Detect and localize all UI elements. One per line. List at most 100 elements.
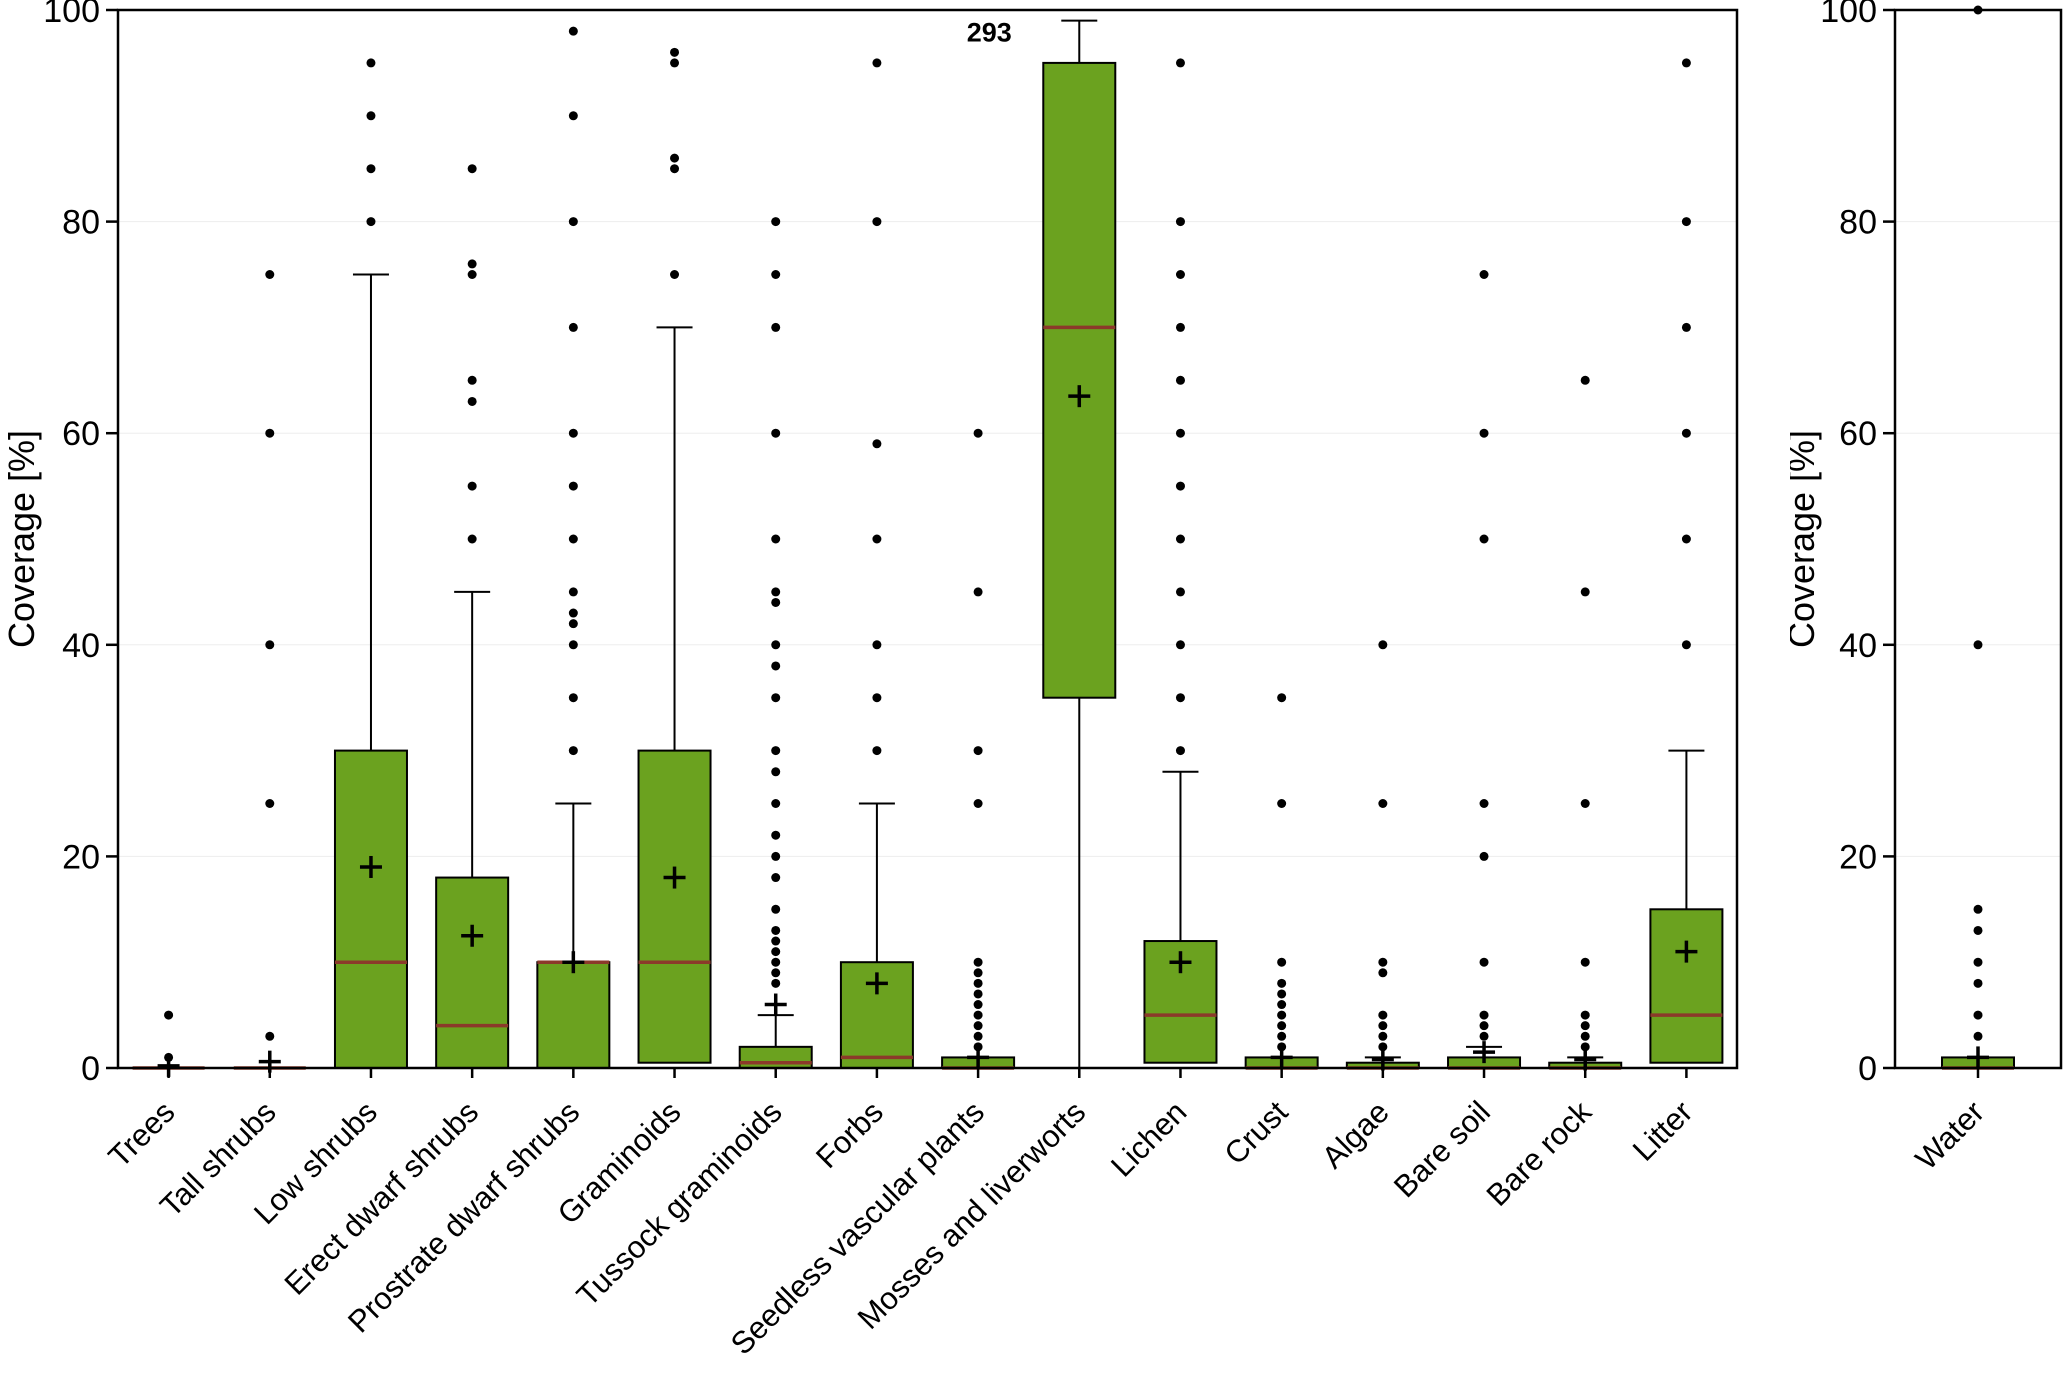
outlier-point	[366, 164, 376, 174]
outlier-point	[1378, 640, 1388, 650]
outlier-point	[1175, 534, 1185, 544]
outlier-point	[872, 58, 882, 68]
outlier-point	[467, 396, 477, 406]
outlier-point	[467, 481, 477, 491]
box	[435, 876, 510, 1069]
outlier-point	[1580, 1042, 1590, 1052]
outlier-point	[568, 619, 578, 629]
y-axis-title: Coverage [%]	[1, 430, 42, 648]
outlier-point	[1479, 799, 1489, 808]
outlier-point	[973, 989, 983, 999]
outlier-point	[568, 746, 578, 756]
y-tick-label: 40	[62, 627, 100, 665]
outlier-point	[1175, 270, 1185, 279]
outlier-point	[771, 978, 781, 988]
outlier-point	[1378, 1021, 1388, 1031]
y-tick-label: 20	[1839, 838, 1877, 876]
outlier-point	[771, 428, 781, 438]
outlier-point	[366, 111, 376, 121]
outlier-point	[568, 608, 578, 618]
outlier-point	[771, 968, 781, 978]
box	[536, 961, 611, 1070]
x-category-label: Water	[1909, 1094, 1991, 1176]
y-tick-label: 100	[43, 0, 100, 30]
outlier-point	[1479, 428, 1489, 438]
outlier-point	[973, 978, 983, 988]
outlier-point	[973, 1010, 983, 1020]
outlier-point	[1175, 481, 1185, 491]
outlier-point	[568, 217, 578, 227]
outlier-point	[973, 968, 983, 978]
box	[738, 1045, 813, 1069]
outlier-point	[366, 217, 376, 227]
outlier-point	[771, 904, 781, 914]
outlier-point	[1175, 587, 1185, 597]
y-tick-label: 20	[62, 838, 100, 876]
box	[333, 749, 408, 1069]
outlier-point	[265, 428, 275, 438]
outlier-point	[1277, 989, 1287, 999]
outlier-point	[872, 640, 882, 650]
outlier-point	[973, 428, 983, 438]
outlier-point	[1973, 1010, 1983, 1020]
outlier-point	[670, 58, 680, 68]
outlier-point	[568, 322, 578, 332]
box	[637, 749, 712, 1064]
outlier-point	[973, 1042, 983, 1052]
x-category-label: Litter	[1626, 1094, 1699, 1167]
outlier-point	[568, 481, 578, 491]
outlier-point	[1681, 534, 1691, 544]
outlier-point	[1277, 1000, 1287, 1010]
outlier-point	[1479, 1010, 1489, 1020]
outlier-point	[1175, 58, 1185, 68]
outlier-point	[1378, 957, 1388, 967]
outlier-point	[1277, 1021, 1287, 1031]
outlier-point	[771, 925, 781, 935]
outlier-point	[771, 873, 781, 883]
outlier-point	[1973, 1031, 1983, 1041]
outlier-point	[265, 270, 275, 279]
outlier-point	[1973, 640, 1983, 650]
x-category-label: Forbs	[809, 1094, 890, 1175]
outlier-point	[1479, 957, 1489, 967]
box	[1042, 61, 1117, 699]
outlier-point	[771, 830, 781, 840]
outlier-point	[1175, 428, 1185, 438]
outlier-point	[1378, 968, 1388, 978]
y-tick-label: 0	[81, 1050, 100, 1088]
x-category-label: Lichen	[1104, 1094, 1193, 1183]
outlier-point	[872, 534, 882, 544]
outlier-point	[568, 640, 578, 650]
outlier-point	[771, 957, 781, 967]
outlier-point	[568, 111, 578, 121]
x-category-label: Algae	[1315, 1094, 1396, 1175]
outlier-point	[1681, 322, 1691, 332]
outlier-point	[1973, 904, 1983, 914]
outlier-point	[670, 164, 680, 174]
outlier-point	[568, 26, 578, 36]
y-tick-label: 80	[62, 204, 100, 242]
outlier-point	[670, 47, 680, 57]
plot-border	[1893, 8, 2063, 1070]
outlier-point	[1277, 978, 1287, 988]
x-category-label: Trees	[102, 1094, 182, 1174]
outlier-point	[1681, 640, 1691, 650]
x-category-label: Bare rock	[1480, 1094, 1599, 1213]
outlier-point	[1175, 640, 1185, 650]
outlier-point	[872, 693, 882, 703]
outlier-point	[1479, 1031, 1489, 1041]
outlier-point	[973, 1021, 983, 1031]
outlier-point	[1378, 799, 1388, 808]
outlier-point	[771, 534, 781, 544]
outlier-point	[467, 270, 477, 279]
outlier-point	[1580, 375, 1590, 385]
outlier-point	[973, 587, 983, 597]
y-tick-label: 60	[1839, 415, 1877, 453]
outlier-point	[1479, 270, 1489, 279]
outlier-point	[568, 587, 578, 597]
outlier-point	[973, 957, 983, 967]
x-category-label: Erect dwarf shrubs	[278, 1094, 485, 1301]
outlier-point	[1378, 1010, 1388, 1020]
y-tick-label: 40	[1839, 627, 1877, 665]
